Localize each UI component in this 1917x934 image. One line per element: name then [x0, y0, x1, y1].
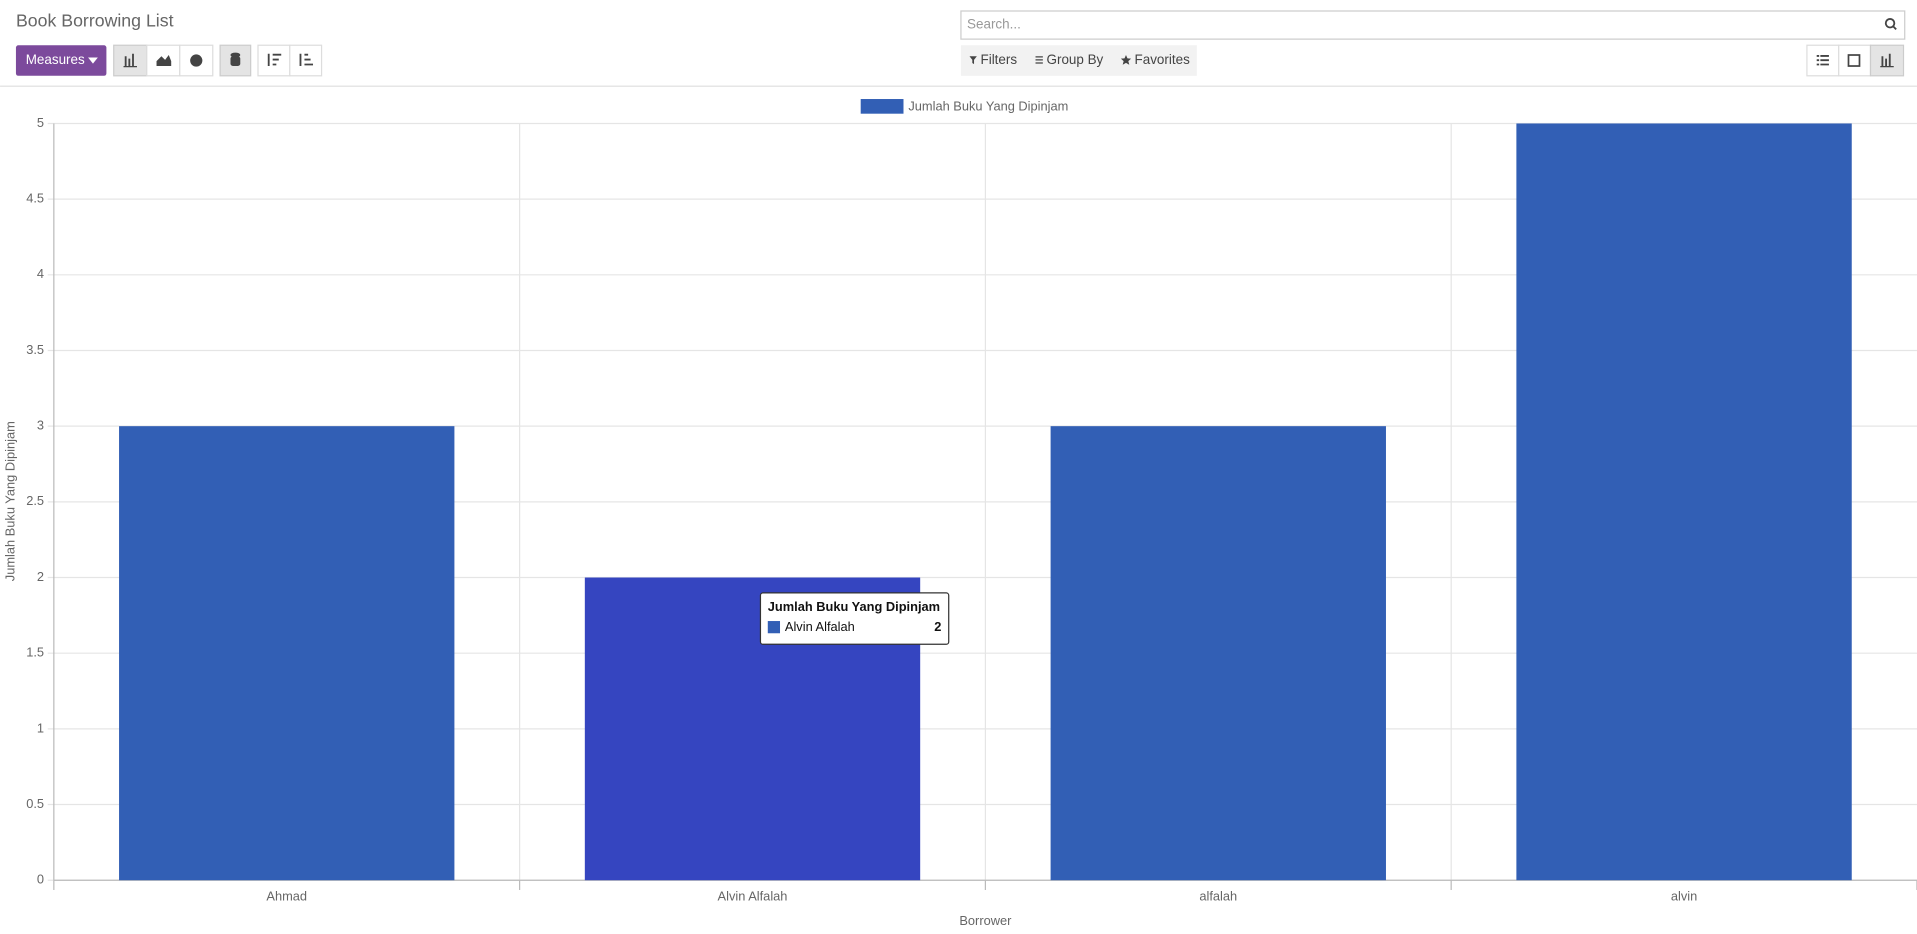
- chart: Borrower Jumlah Buku Yang Dipinjam 0 0.5 1…: [2, 98, 1917, 928]
- measures-label: Measures: [26, 52, 85, 67]
- y-tick-label: 3.5: [26, 342, 44, 357]
- bar-icon: [123, 53, 137, 68]
- y-tick-label: 1: [37, 720, 44, 735]
- tooltip-title: Jumlah Buku Yang Dipinjam: [768, 599, 940, 614]
- y-tick-label: 0.5: [26, 796, 44, 811]
- x-tick-label: alfalah: [1199, 889, 1237, 904]
- bar: [1516, 123, 1852, 881]
- chart-type-buttons: [113, 44, 323, 77]
- db-icon-body: [230, 56, 241, 67]
- tooltip-label: Alvin Alfalah: [785, 619, 855, 634]
- caret: [88, 57, 98, 64]
- x-tick-label: alvin: [1671, 889, 1697, 904]
- measures-bg: [15, 45, 107, 76]
- search-icon-handle: [1892, 25, 1897, 30]
- filter-icon: [969, 56, 977, 65]
- y-tick-label: 4.5: [26, 191, 44, 206]
- area-icon: [156, 55, 172, 67]
- y-tick-label: 0: [37, 872, 44, 887]
- sort-icon: [267, 53, 282, 67]
- tooltip-box: [759, 592, 950, 645]
- x-tick-label: Alvin Alfalah: [718, 889, 788, 904]
- x-axis-label: Borrower: [959, 913, 1012, 928]
- y-tick-label: 2: [37, 569, 44, 584]
- search-input[interactable]: [960, 10, 1906, 40]
- favorites-label: Favorites: [1135, 52, 1191, 67]
- star-icon: [1120, 55, 1132, 65]
- y-tick-label: 4: [37, 266, 44, 281]
- legend-label: Jumlah Buku Yang Dipinjam: [908, 98, 1068, 113]
- calendar-view-button[interactable]: [1838, 44, 1872, 77]
- y-tick-label: 2.5: [26, 493, 44, 508]
- measures-button[interactable]: Measures: [15, 45, 107, 76]
- tooltip-swatch: [767, 621, 781, 634]
- view-switcher: [1806, 44, 1905, 77]
- group-by-label: Group By: [1047, 52, 1104, 67]
- y-axis-label: Jumlah Buku Yang Dipinjam: [2, 421, 17, 581]
- page-title: Book Borrowing List: [16, 11, 174, 31]
- calendar-icon: [1847, 54, 1861, 67]
- filters-label: Filters: [981, 52, 1018, 67]
- x-tick-label: Ahmad: [266, 889, 307, 904]
- pie-icon: [190, 54, 203, 67]
- y-tick-label: 3: [37, 418, 44, 433]
- y-tick-label: 5: [37, 115, 44, 130]
- bar: [119, 426, 455, 881]
- search-placeholder: Search...: [967, 17, 1021, 32]
- list-icon: [1816, 55, 1829, 66]
- search-options-bg: [960, 45, 1197, 76]
- search-icon: [1884, 18, 1896, 29]
- sort-icon: [299, 53, 314, 67]
- tooltip: Jumlah Buku Yang Dipinjam Alvin Alfalah …: [759, 592, 950, 645]
- tooltip-value: 2: [934, 619, 941, 634]
- legend-swatch: [860, 99, 904, 114]
- filters-button[interactable]: Filters: [969, 52, 1018, 67]
- bar: [1050, 426, 1386, 881]
- y-tick-label: 1.5: [26, 645, 44, 660]
- group-icon: [1035, 56, 1043, 64]
- search-box[interactable]: Search...: [960, 10, 1906, 40]
- favorites-button[interactable]: Favorites: [1120, 52, 1191, 67]
- group-by-button[interactable]: Group By: [1035, 52, 1104, 67]
